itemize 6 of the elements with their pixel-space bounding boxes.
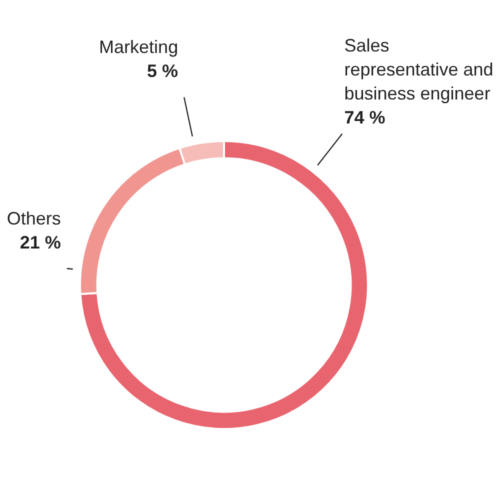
slice-label: Sales representative and business engineer: [344, 36, 494, 104]
data-label: 5 %: [147, 61, 178, 82]
data-label: 74 %: [344, 108, 386, 128]
data-label: 21 %: [20, 232, 61, 252]
slice-label: Marketing: [99, 37, 178, 58]
slice-label: Others: [6, 208, 61, 228]
